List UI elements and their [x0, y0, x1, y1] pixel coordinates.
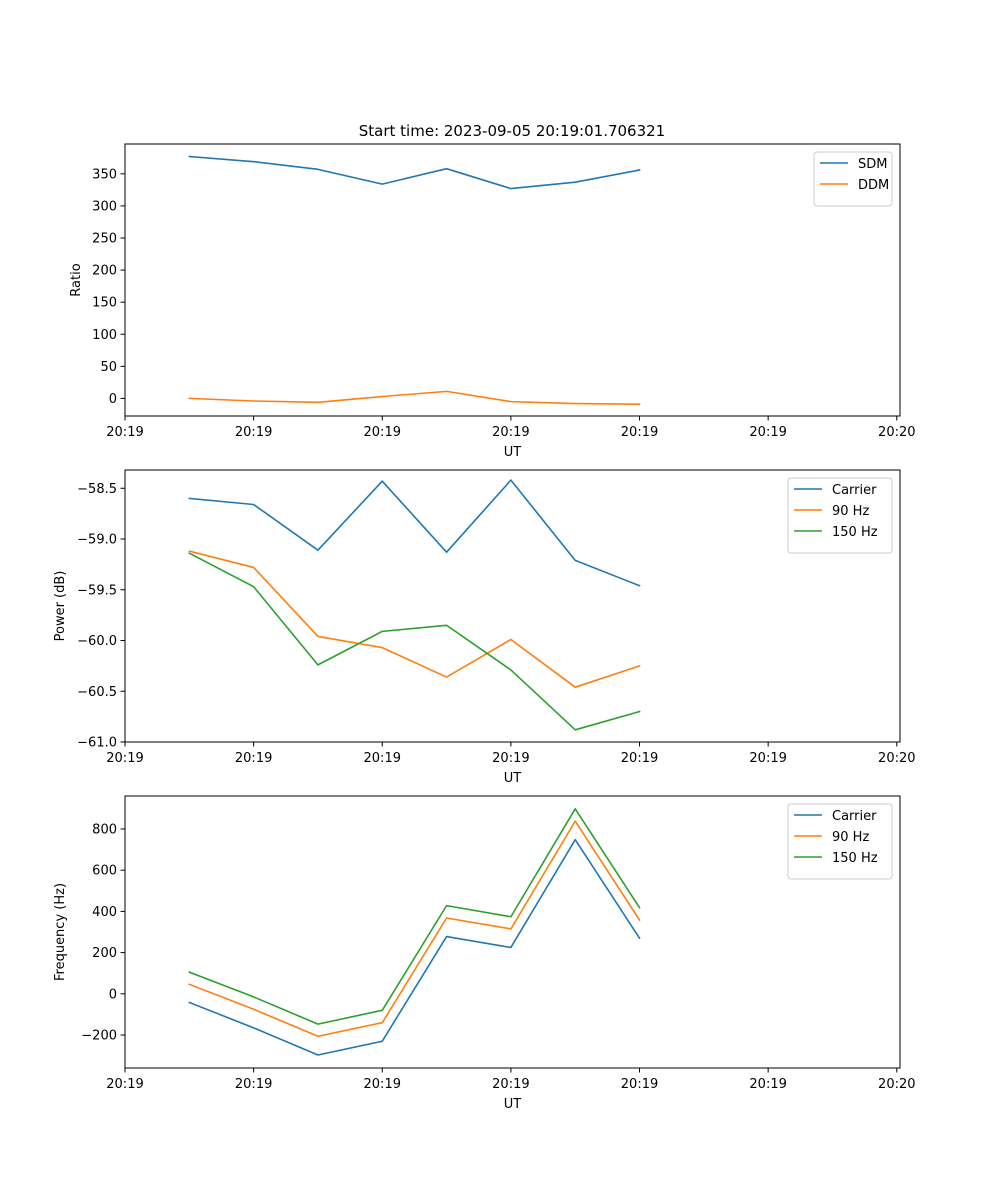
x-tick-label: 20:19 — [749, 425, 786, 440]
y-tick-label: 250 — [92, 232, 117, 247]
legend-label: 90 Hz — [832, 504, 869, 519]
y-tick-label: 300 — [92, 199, 117, 214]
y-tick-label: 600 — [92, 864, 117, 879]
y-tick-label: −58.5 — [77, 482, 117, 497]
series-line-90-hz — [188, 550, 641, 688]
legend-box — [787, 477, 893, 554]
x-tick-label: 20:19 — [235, 751, 272, 766]
series-line-sdm — [188, 155, 641, 190]
y-tick-label: 200 — [92, 264, 117, 279]
chart-title: Start time: 2023-09-05 20:19:01.706321 — [359, 122, 665, 140]
y-tick-label: 100 — [92, 328, 117, 343]
legend-label: 150 Hz — [832, 851, 878, 866]
y-axis-label: Power (dB) — [53, 571, 68, 642]
x-tick-label: 20:19 — [492, 425, 529, 440]
x-tick-label: 20:19 — [235, 1077, 272, 1092]
x-tick-label: 20:20 — [878, 751, 915, 766]
axes-1: 20:19 20:19 20:19 20:19 20:19 20:19 20:20 0 50 10… — [69, 143, 916, 460]
x-tick-label: 20:20 — [878, 425, 915, 440]
y-tick-label: 200 — [92, 946, 117, 961]
axes-3: 20:19 20:19 20:19 20:19 20:19 20:19 20:20 800 60… — [53, 795, 916, 1112]
x-tick-label: 20:19 — [749, 751, 786, 766]
axes-frame — [124, 795, 901, 1069]
legend-label: DDM — [858, 178, 889, 193]
x-tick-label: 20:19 — [749, 1077, 786, 1092]
y-axis-label: Ratio — [69, 263, 84, 296]
y-tick-label: −59.0 — [77, 533, 117, 548]
legend: Carrier 90 Hz 150 Hz — [787, 477, 893, 554]
series-line-ddm — [188, 390, 641, 405]
y-tick-label: 400 — [92, 905, 117, 920]
plots-container: 20:19 20:19 20:19 20:19 20:19 20:19 20:20 0 50 10… — [53, 143, 916, 1112]
series-line-carrier — [188, 838, 641, 1056]
y-tick-label: 50 — [100, 360, 117, 375]
x-tick-label: 20:19 — [364, 425, 401, 440]
axes-2: 20:19 20:19 20:19 20:19 20:19 20:19 20:20 −58.5… — [53, 469, 916, 786]
x-axis-label: UT — [504, 1097, 522, 1112]
legend-label: Carrier — [832, 809, 877, 824]
legend: SDM DDM — [813, 151, 893, 207]
y-tick-label: 0 — [109, 392, 117, 407]
y-axis-label: Frequency (Hz) — [53, 883, 68, 981]
y-tick-label: 150 — [92, 296, 117, 311]
x-tick-label: 20:19 — [235, 425, 272, 440]
series-line-carrier — [188, 479, 641, 587]
x-tick-label: 20:19 — [364, 1077, 401, 1092]
axes-frame — [124, 143, 901, 417]
legend-label: SDM — [858, 157, 887, 172]
legend: Carrier 90 Hz 150 Hz — [787, 803, 893, 880]
x-tick-label: 20:19 — [492, 751, 529, 766]
y-tick-label: 800 — [92, 822, 117, 837]
legend-label: 90 Hz — [832, 830, 869, 845]
legend-label: 150 Hz — [832, 525, 878, 540]
series-line-150-hz — [188, 552, 641, 731]
y-tick-label: 350 — [92, 167, 117, 182]
x-tick-label: 20:19 — [621, 1077, 658, 1092]
x-tick-label: 20:19 — [492, 1077, 529, 1092]
x-axis-label: UT — [504, 771, 522, 786]
legend-box — [787, 803, 893, 880]
x-tick-label: 20:19 — [106, 425, 143, 440]
x-tick-label: 20:19 — [106, 1077, 143, 1092]
x-tick-label: 20:19 — [364, 751, 401, 766]
x-axis-label: UT — [504, 445, 522, 460]
y-tick-label: −200 — [81, 1029, 117, 1044]
series-line-90-hz — [188, 820, 641, 1038]
axes-frame — [124, 469, 901, 743]
y-tick-label: −61.0 — [77, 736, 117, 751]
legend-box — [813, 151, 893, 207]
x-tick-label: 20:19 — [106, 751, 143, 766]
legend-label: Carrier — [832, 483, 877, 498]
y-tick-label: −60.5 — [77, 685, 117, 700]
y-tick-label: −59.5 — [77, 583, 117, 598]
y-tick-label: 0 — [109, 987, 117, 1002]
x-tick-label: 20:19 — [621, 425, 658, 440]
x-tick-label: 20:20 — [878, 1077, 915, 1092]
y-tick-label: −60.0 — [77, 634, 117, 649]
x-tick-label: 20:19 — [621, 751, 658, 766]
series-line-150-hz — [188, 807, 641, 1025]
